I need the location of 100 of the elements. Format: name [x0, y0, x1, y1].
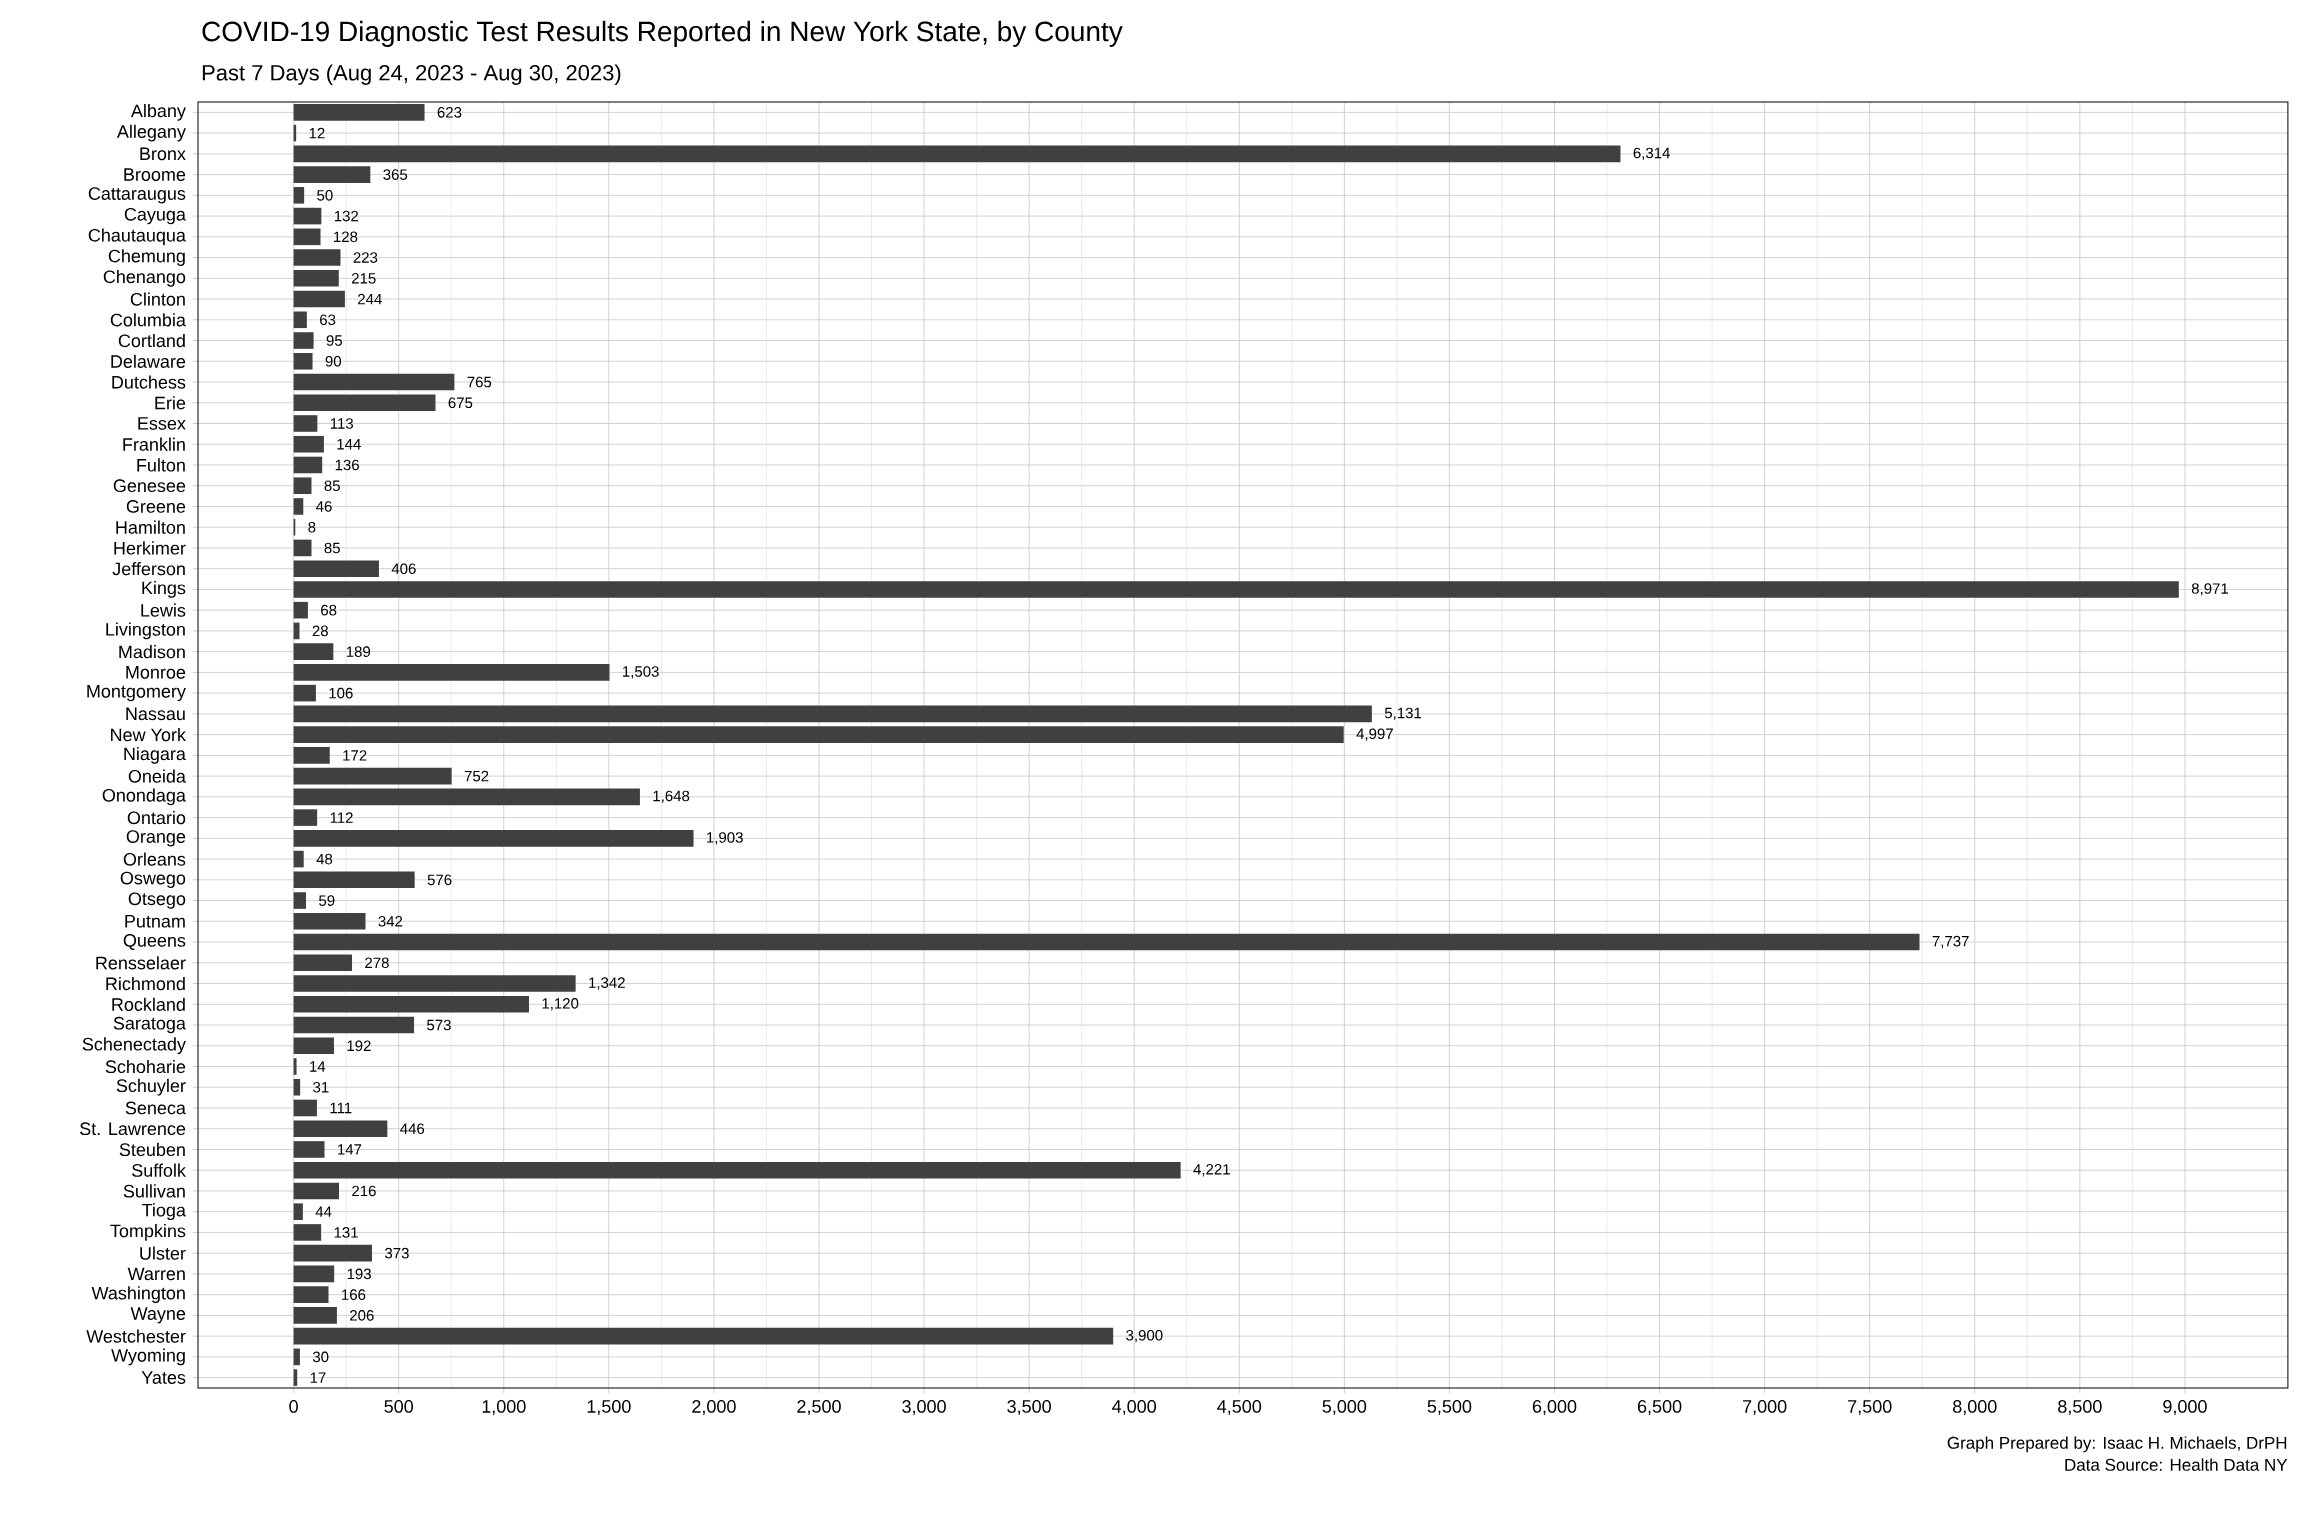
y-tick-label: Herkimer: [114, 541, 186, 555]
y-tick-label: Suffolk: [132, 1163, 186, 1177]
y-tick-label: Queens: [123, 934, 186, 951]
y-tick-label: Seneca: [125, 1101, 186, 1115]
data-label: 373: [384, 1247, 409, 1259]
y-tick-label: Nassau: [126, 707, 185, 721]
data-label: 132: [334, 210, 359, 222]
x-tick-label: 500: [384, 1400, 414, 1413]
data-label: 7,737: [1932, 935, 1969, 949]
bar: [293, 892, 307, 909]
bar: [293, 477, 312, 495]
bar: [293, 311, 307, 329]
data-label: 342: [378, 915, 403, 927]
x-tick-label: 4,500: [1217, 1400, 1262, 1415]
data-label: 576: [427, 874, 452, 886]
data-label: 59: [319, 895, 335, 906]
y-tick-label: Chemung: [108, 249, 185, 266]
data-label: 215: [351, 272, 376, 284]
y-tick-label: Oswego: [120, 871, 186, 888]
y-tick-label: Broome: [124, 168, 186, 181]
x-tick-label: 9,000: [2163, 1400, 2207, 1415]
y-tick-label: Wyoming: [111, 1348, 185, 1366]
bar: [293, 228, 321, 246]
y-tick-label: Albany: [130, 103, 186, 121]
bar: [293, 1182, 340, 1200]
x-tick-label: 6,000: [1532, 1400, 1577, 1415]
data-label: 90: [325, 355, 342, 367]
y-tick-label: Fulton: [137, 458, 185, 472]
bar: [293, 850, 304, 868]
y-tick-label: Ontario: [127, 810, 186, 825]
bar: [293, 1286, 329, 1303]
data-label: 189: [346, 646, 371, 657]
y-tick-label: Schenectady: [82, 1037, 186, 1055]
bar: [293, 622, 300, 640]
y-tick-label: Westchester: [86, 1329, 186, 1343]
y-tick-label: Chautauqua: [88, 228, 186, 246]
data-label: 216: [352, 1185, 376, 1197]
x-tick-label: 4,000: [1112, 1400, 1157, 1415]
y-tick-label: Genesee: [113, 479, 186, 493]
y-tick-label: Delaware: [111, 354, 186, 368]
x-tick-label: 7,500: [1848, 1400, 1892, 1415]
y-tick-label: Schuyler: [116, 1078, 186, 1096]
y-tick-label: Schoharie: [105, 1059, 186, 1074]
data-label: 95: [326, 335, 343, 346]
bar: [293, 352, 313, 370]
y-tick-label: Wayne: [130, 1307, 186, 1324]
y-tick-label: Ulster: [140, 1246, 186, 1260]
bar: [293, 560, 379, 577]
bar: [293, 290, 345, 308]
bar: [293, 995, 529, 1013]
x-tick-label: 5,500: [1427, 1400, 1472, 1415]
y-tick-label: Washington: [91, 1286, 185, 1304]
y-tick-label: Kings: [142, 581, 186, 598]
bar: [293, 767, 452, 785]
data-label: 131: [334, 1227, 358, 1238]
data-label: 5,131: [1384, 707, 1422, 721]
data-label: 44: [315, 1206, 332, 1217]
bar: [293, 871, 415, 889]
bar: [293, 104, 425, 121]
bar: [293, 684, 316, 702]
y-tick-label: Madison: [119, 645, 185, 659]
bar: [293, 913, 366, 930]
data-label: 4,997: [1356, 728, 1393, 741]
data-label: 1,342: [589, 977, 625, 990]
source-note: Data Source: Health Data NY: [2065, 1458, 2288, 1471]
bar: [293, 1224, 322, 1241]
bar: [293, 954, 353, 972]
bar: [293, 601, 308, 619]
y-tick-label: Montgomery: [87, 685, 186, 702]
data-label: 128: [334, 231, 358, 243]
data-label: 113: [330, 418, 354, 429]
data-label: 147: [338, 1144, 362, 1155]
bar: [293, 1327, 1114, 1345]
data-label: 278: [365, 957, 389, 969]
data-label: 623: [437, 107, 462, 118]
data-label: 3,900: [1126, 1329, 1163, 1343]
bar: [293, 1120, 388, 1138]
bar: [293, 1058, 297, 1075]
y-tick-label: Onondaga: [102, 788, 186, 806]
x-tick-label: 1,500: [587, 1400, 631, 1415]
bar: [293, 1141, 325, 1158]
data-label: 46: [316, 501, 332, 512]
data-label: 8,971: [2191, 583, 2229, 596]
y-tick-label: Orange: [126, 830, 186, 847]
x-tick-label: 8,500: [2058, 1400, 2102, 1415]
y-tick-label: Steuben: [119, 1142, 185, 1157]
bar: [293, 1078, 301, 1096]
data-label: 12: [309, 127, 325, 139]
x-tick-label: 8,000: [1953, 1400, 1997, 1415]
x-tick-label: 6,500: [1637, 1400, 1682, 1415]
bar: [293, 933, 1920, 951]
y-tick-label: Niagara: [124, 746, 186, 764]
bar: [293, 809, 318, 826]
bar: [293, 166, 371, 183]
y-tick-label: Monroe: [126, 666, 186, 679]
data-label: 752: [464, 770, 489, 782]
bar: [293, 415, 318, 432]
data-label: 192: [347, 1040, 371, 1052]
data-label: 50: [317, 190, 333, 201]
bar: [293, 726, 1344, 743]
